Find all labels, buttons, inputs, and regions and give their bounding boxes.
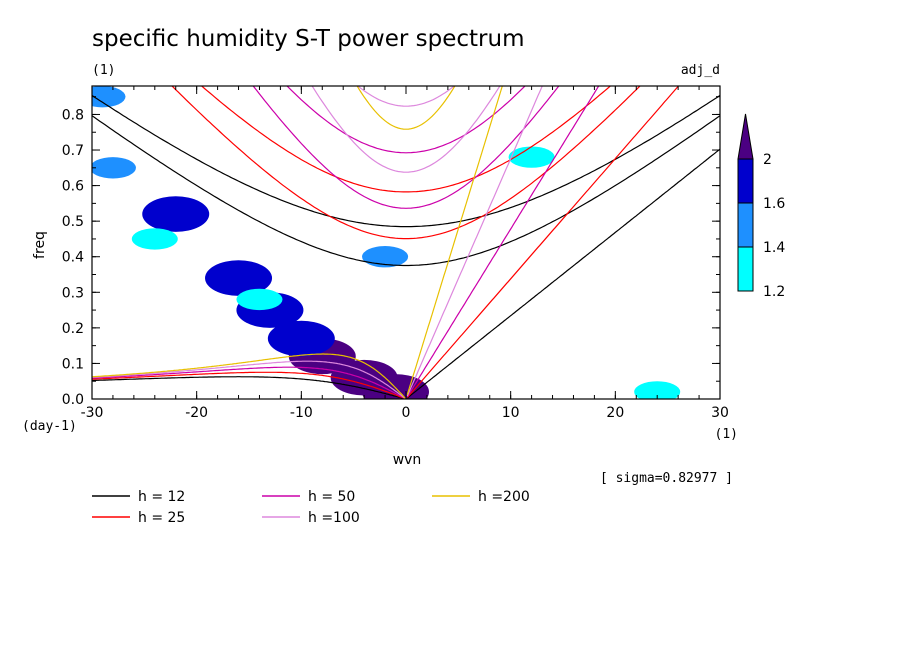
dispersion-curve-100: [311, 86, 501, 173]
y-tick-label: 0.1: [62, 356, 84, 372]
dispersion-curve-100: [356, 86, 456, 107]
colorbar-label: 1.4: [763, 240, 785, 256]
significance-region: [362, 246, 409, 268]
x-tick-label: 0: [402, 405, 411, 421]
dispersion-curve-50: [92, 366, 407, 399]
y-tick-label: 0.5: [62, 214, 84, 230]
colorbar-segment: [737, 246, 754, 292]
significance-region: [142, 196, 210, 232]
colorbar-label: 2: [763, 152, 772, 168]
legend-label: h = 50: [308, 489, 355, 505]
dispersion-curve-200: [92, 353, 407, 399]
significance-region: [634, 381, 681, 399]
y-tick-label: 0.0: [62, 392, 84, 408]
dispersion-curve-200: [356, 86, 456, 130]
x-tick-label: 10: [502, 405, 520, 421]
dispersion-curve-25: [406, 86, 680, 398]
x-tick-label: -10: [290, 405, 313, 421]
dispersion-curve-50: [252, 86, 560, 209]
y-tick-label: 0.6: [62, 179, 84, 195]
legend-label: h =100: [308, 510, 360, 526]
chart-title: specific humidity S-T power spectrum: [92, 26, 524, 52]
x-tick-label: 30: [711, 405, 729, 421]
x-axis-label: wvn: [393, 452, 422, 468]
y-tick-label: 0.3: [62, 285, 84, 301]
legend-label: h =200: [478, 489, 530, 505]
significance-region: [131, 228, 178, 250]
y-tick-label: 0.8: [62, 107, 84, 123]
dispersion-curve-25: [171, 86, 641, 240]
significance-region: [92, 86, 126, 108]
run-tag: adj_d: [681, 63, 720, 78]
significance-region: [236, 288, 283, 311]
dispersion-curve-12: [92, 376, 407, 399]
y-axis-label: freq: [32, 231, 48, 259]
dispersion-curve-25: [92, 371, 407, 399]
dispersion-curve-50: [286, 86, 526, 154]
dispersion-curve-100: [406, 86, 543, 397]
dispersion-curve-50: [406, 86, 600, 398]
dispersion-curve-25: [200, 86, 612, 193]
colorbar-segment: [737, 202, 754, 248]
significance-region: [267, 320, 335, 357]
significance-region: [92, 157, 136, 179]
y-tick-label: 0.7: [62, 143, 84, 159]
significance-region: [508, 146, 555, 168]
y-unit-label: (day-1): [22, 419, 77, 434]
legend-label: h = 12: [138, 489, 185, 505]
colorbar-label: 1.6: [763, 196, 785, 212]
y-tick-label: 0.2: [62, 321, 84, 337]
axes: -30 -20 -10 0 10 20 30 0.0 0.1 0.2 0.3 0.4 0.5 0.6 0.7…: [62, 85, 729, 421]
legend: h = 12 h = 25 h = 50 h =100 h =200: [92, 489, 530, 526]
colorbar: 1.2 1.4 1.6 2: [737, 113, 785, 300]
x-tick-label: -30: [81, 405, 104, 421]
plot-area: [92, 86, 720, 399]
chart-subtitle: (1): [92, 63, 115, 78]
y-tick-label: 0.4: [62, 250, 84, 266]
colorbar-segment: [737, 158, 754, 204]
x-tick-label: 20: [606, 405, 624, 421]
x-unit-label: (1): [715, 427, 738, 442]
colorbar-label: 1.2: [763, 284, 785, 300]
dispersion-curve-200: [406, 86, 503, 395]
dispersion-curve-100: [92, 360, 407, 399]
dispersion-curve-12: [406, 148, 720, 399]
dispersion-curve-12: [92, 115, 720, 267]
sigma-annotation: [ sigma=0.82977 ]: [600, 471, 733, 486]
significance-region: [205, 260, 273, 296]
x-tick-label: -20: [185, 405, 208, 421]
colorbar-arrow: [737, 113, 754, 160]
legend-label: h = 25: [138, 510, 185, 526]
